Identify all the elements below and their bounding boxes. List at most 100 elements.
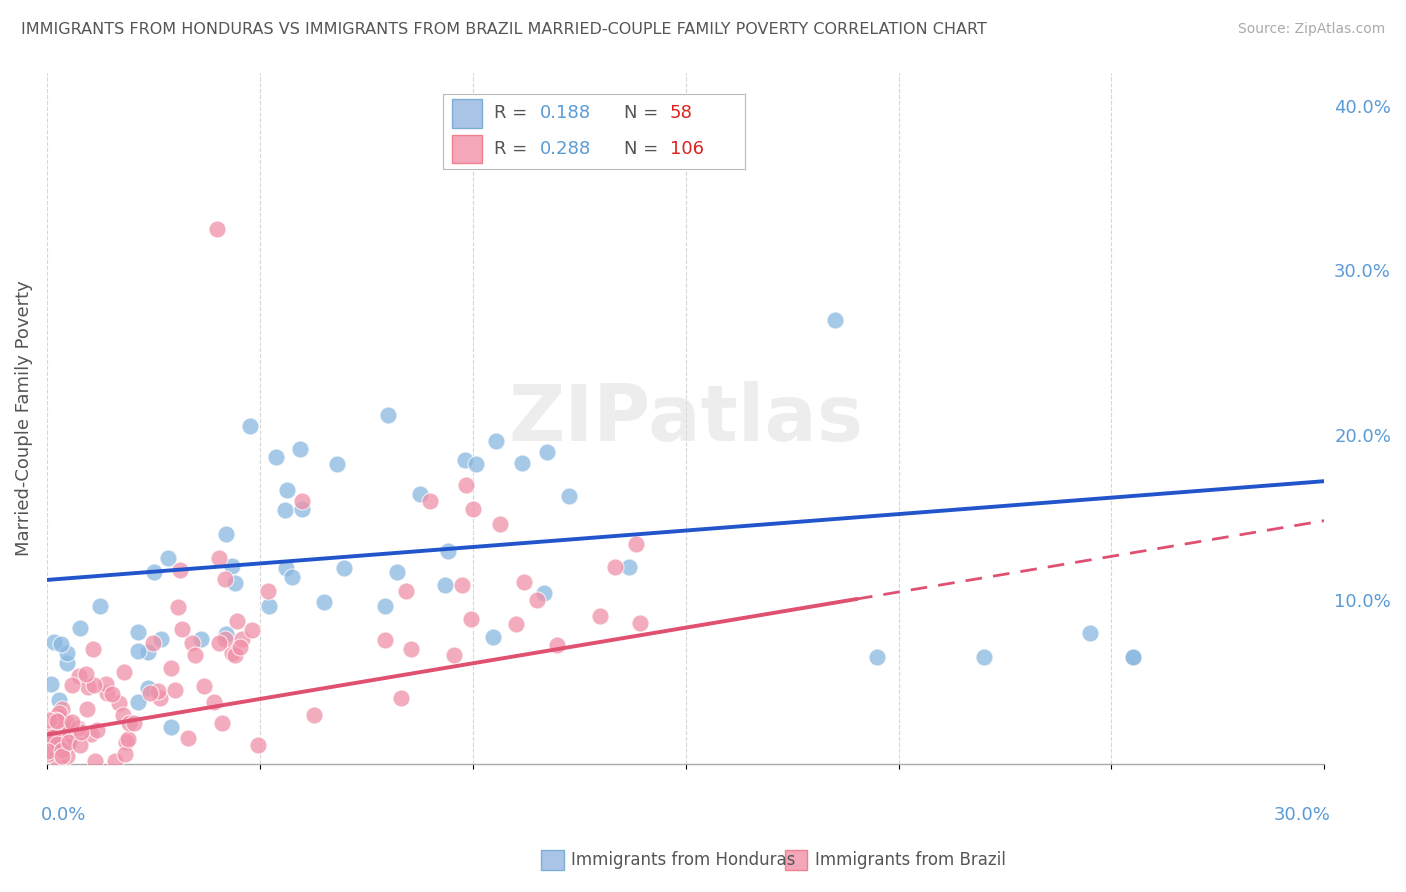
Point [214,632,236,647]
Point [142,636,165,650]
Point [332,561,354,575]
Point [221,646,243,660]
Text: 0.288: 0.288 [540,140,591,158]
Point [214,527,236,541]
Point [58,732,80,747]
Text: 0.188: 0.188 [540,104,591,122]
Text: ZIPatlas: ZIPatlas [508,381,863,457]
Point [143,565,166,579]
Point [973,650,995,665]
Point [111,708,134,723]
Point [127,624,149,639]
Point [114,747,136,761]
Point [60,715,83,730]
Point [409,487,432,501]
Point [824,313,846,327]
Point [45,714,67,728]
Point [41,726,63,740]
Point [1122,650,1144,665]
Point [160,661,183,675]
Point [482,630,505,644]
Point [589,609,612,624]
Text: Immigrants from Brazil: Immigrants from Brazil [815,851,1007,869]
Text: N =: N = [624,140,658,158]
Point [39,677,62,691]
Point [451,577,474,591]
Point [214,572,236,586]
Point [159,720,181,734]
Point [603,560,626,574]
Point [239,418,262,433]
Point [163,683,186,698]
Point [51,742,73,756]
Point [118,716,141,731]
Point [76,702,98,716]
Point [39,738,62,752]
Point [169,564,191,578]
Point [157,551,180,566]
Point [37,744,59,758]
Point [291,501,314,516]
Point [49,740,72,755]
Point [628,616,651,631]
Point [46,755,69,769]
Point [48,732,70,747]
Point [557,490,579,504]
Point [385,566,408,580]
Point [394,584,416,599]
Point [69,622,91,636]
Point [77,680,100,694]
Point [866,650,889,665]
Point [290,442,312,457]
Point [122,715,145,730]
Point [208,636,231,650]
Point [461,502,484,516]
Point [45,737,67,751]
Point [67,722,90,736]
Point [48,693,70,707]
Bar [451,135,482,163]
Point [48,707,70,722]
Point [276,483,298,497]
Point [115,735,138,749]
Point [274,503,297,517]
Point [177,731,200,745]
Point [190,632,212,646]
Point [127,695,149,709]
Point [257,599,280,613]
Point [51,732,73,747]
Point [1122,650,1144,665]
Bar [451,99,482,128]
Point [231,632,253,646]
Point [55,656,77,670]
Point [1078,625,1101,640]
Point [166,599,188,614]
Point [83,754,105,768]
Point [112,665,135,679]
Point [58,734,80,748]
Text: IMMIGRANTS FROM HONDURAS VS IMMIGRANTS FROM BRAZIL MARRIED-COUPLE FAMILY POVERTY: IMMIGRANTS FROM HONDURAS VS IMMIGRANTS F… [21,22,987,37]
Point [107,696,129,710]
Point [536,445,558,459]
Point [226,614,249,628]
Point [485,434,508,448]
Point [184,648,207,663]
Point [56,748,79,763]
Point [454,452,477,467]
Point [42,635,65,649]
Point [46,709,69,723]
Point [49,709,72,723]
Point [136,681,159,696]
Point [37,747,59,762]
Point [240,624,263,638]
Point [150,632,173,646]
Point [276,561,298,575]
Point [224,648,246,663]
Point [314,595,336,609]
Point [619,560,641,574]
Point [419,494,441,508]
Point [281,570,304,584]
Text: Source: ZipAtlas.com: Source: ZipAtlas.com [1237,22,1385,37]
Point [291,494,314,508]
Point [136,645,159,659]
